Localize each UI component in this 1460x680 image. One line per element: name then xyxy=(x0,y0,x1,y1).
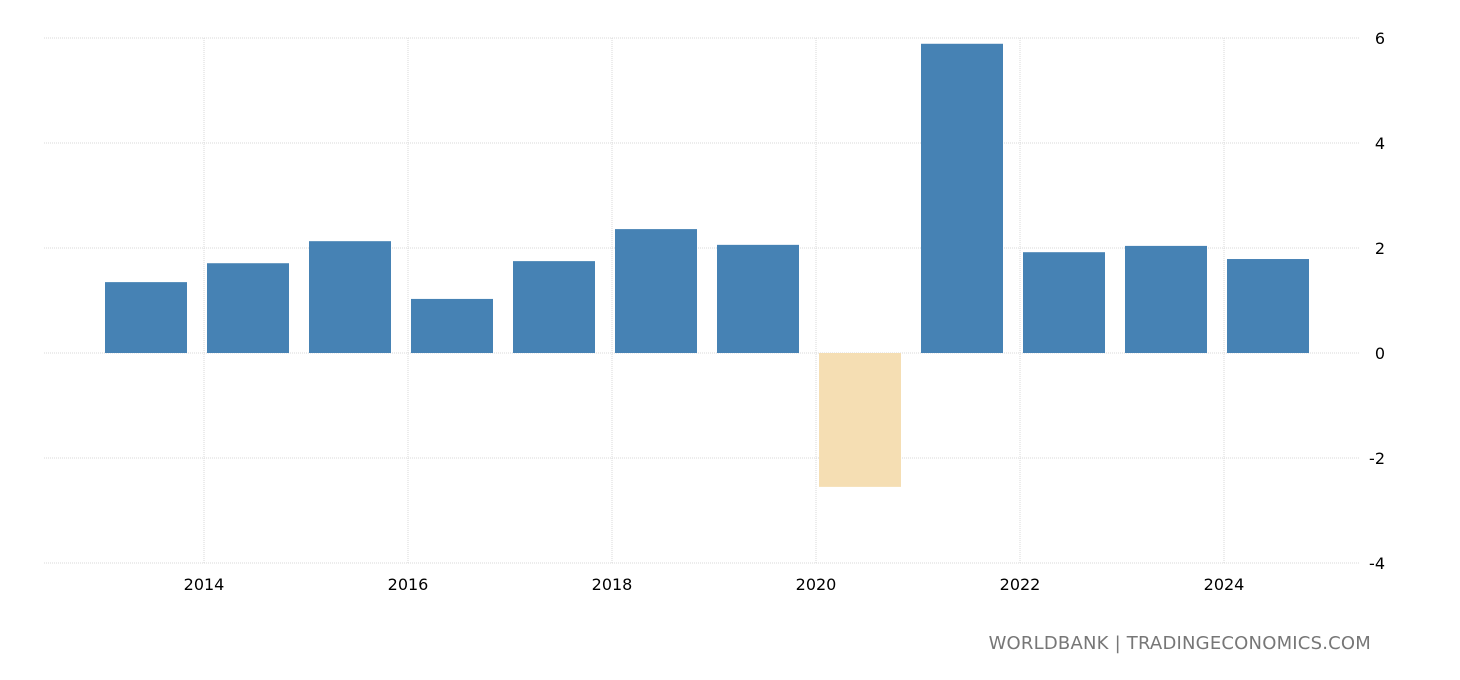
y-tick-label: -4 xyxy=(1369,554,1385,573)
bar-2018 xyxy=(615,229,697,353)
x-tick-label: 2018 xyxy=(592,575,633,594)
bar-2019 xyxy=(717,244,799,353)
bar-2020 xyxy=(819,353,901,487)
x-tick-label: 2020 xyxy=(796,575,837,594)
bar-2014 xyxy=(207,263,289,353)
y-tick-label: 6 xyxy=(1375,29,1385,48)
bar-2015 xyxy=(309,241,391,353)
y-tick-label: 0 xyxy=(1375,344,1385,363)
bar-2021 xyxy=(921,43,1003,354)
y-tick-label: 4 xyxy=(1375,134,1385,153)
x-tick-label: 2024 xyxy=(1204,575,1245,594)
bar-2017 xyxy=(513,261,595,353)
x-tick-label: 2022 xyxy=(1000,575,1041,594)
y-tick-label: -2 xyxy=(1369,449,1385,468)
bar-2023 xyxy=(1125,245,1207,353)
x-tick-label: 2014 xyxy=(184,575,225,594)
source-credit: WORLDBANK | TRADINGECONOMICS.COM xyxy=(988,633,1371,654)
x-tick-label: 2016 xyxy=(388,575,429,594)
y-tick-label: 2 xyxy=(1375,239,1385,258)
bar-2016 xyxy=(411,298,493,353)
bar-2022 xyxy=(1023,252,1105,353)
bar-2024 xyxy=(1227,259,1309,353)
bar-2013 xyxy=(105,282,187,353)
